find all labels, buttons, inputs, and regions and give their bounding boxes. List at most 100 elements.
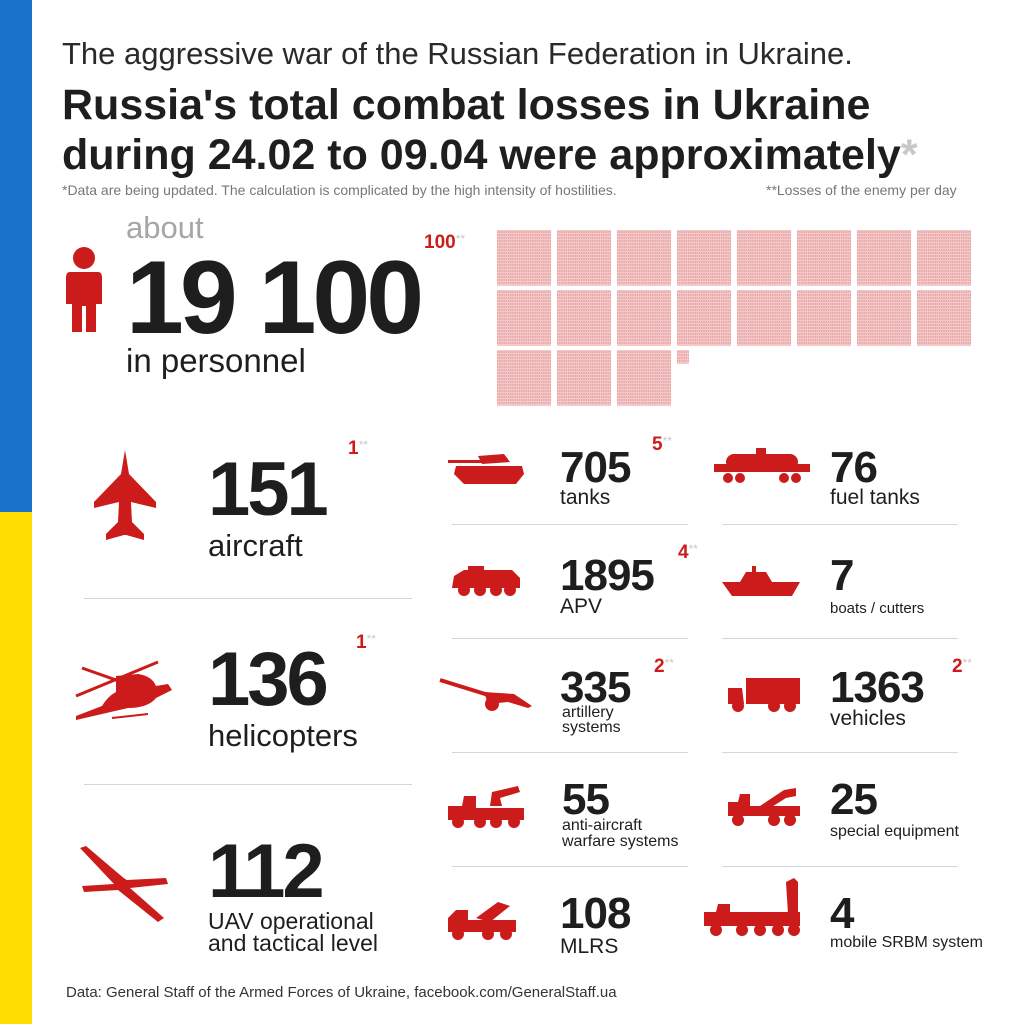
helicopter-icon bbox=[75, 660, 172, 720]
divider bbox=[452, 752, 688, 753]
mlrs-label: MLRS bbox=[560, 935, 619, 958]
soldier-icon bbox=[66, 247, 102, 332]
personnel-block bbox=[737, 290, 791, 346]
apv-label: APV bbox=[560, 595, 603, 618]
flag-stripe-blue bbox=[0, 0, 32, 512]
divider bbox=[722, 752, 958, 753]
divider bbox=[452, 866, 688, 867]
personnel-block bbox=[677, 290, 731, 346]
helicopters-daily-mark: ** bbox=[366, 632, 376, 646]
personnel-grid bbox=[497, 230, 971, 406]
personnel-daily-badge: 100** bbox=[424, 232, 465, 254]
fuel-tanks-count: 76 bbox=[830, 443, 878, 492]
apv-daily-mark: ** bbox=[688, 542, 698, 556]
helicopters-count: 136 bbox=[208, 637, 329, 722]
personnel-daily-value: 100 bbox=[424, 232, 456, 253]
tanks-daily-value: 5 bbox=[652, 434, 663, 455]
kicker-text: The aggressive war of the Russian Federa… bbox=[62, 36, 853, 71]
vehicles-daily-badge: 2** bbox=[952, 656, 972, 678]
boat-icon bbox=[722, 566, 800, 596]
special-equipment-icon bbox=[728, 788, 800, 826]
special-equipment-count: 25 bbox=[830, 775, 878, 824]
aircraft-daily-mark: ** bbox=[358, 438, 368, 452]
aircraft-daily-badge: 1** bbox=[348, 438, 368, 460]
personnel-block bbox=[557, 290, 611, 346]
anti-aircraft-label-line-1: anti-aircraft bbox=[562, 817, 643, 834]
personnel-block bbox=[677, 350, 689, 364]
apv-icon bbox=[452, 566, 520, 596]
mlrs-count: 108 bbox=[560, 889, 631, 938]
fighter-jet-icon bbox=[94, 450, 156, 540]
tank-icon bbox=[448, 454, 524, 484]
srbm-launcher-icon bbox=[704, 878, 800, 936]
mlrs-icon bbox=[448, 902, 516, 940]
vehicles-daily-value: 2 bbox=[952, 656, 963, 677]
headline: Russia's total combat losses in Ukraine … bbox=[62, 80, 1002, 180]
divider bbox=[452, 524, 688, 525]
personnel-block bbox=[857, 290, 911, 346]
aircraft-count: 151 bbox=[208, 447, 329, 532]
tanks-daily-mark: ** bbox=[662, 434, 672, 448]
personnel-block bbox=[917, 290, 971, 346]
vehicles-count: 1363 bbox=[830, 663, 925, 712]
daily-losses-note: **Losses of the enemy per day bbox=[766, 182, 957, 198]
headline-star: * bbox=[900, 131, 918, 179]
personnel-block bbox=[857, 230, 911, 286]
source-footer: Data: General Staff of the Armed Forces … bbox=[66, 984, 617, 1001]
personnel-block bbox=[497, 290, 551, 346]
aircraft-label: aircraft bbox=[208, 528, 303, 563]
helicopters-label: helicopters bbox=[208, 718, 358, 753]
drone-icon bbox=[80, 846, 168, 922]
divider bbox=[452, 638, 688, 639]
special-equipment-label: special equipment bbox=[830, 823, 959, 840]
artillery-daily-badge: 2** bbox=[654, 656, 674, 678]
headline-line-2: during 24.02 to 09.04 were approximately… bbox=[62, 130, 1002, 180]
personnel-label: in personnel bbox=[126, 342, 306, 379]
vehicles-label: vehicles bbox=[830, 707, 906, 730]
personnel-block bbox=[617, 350, 671, 406]
helicopters-daily-value: 1 bbox=[356, 632, 367, 653]
anti-aircraft-count: 55 bbox=[562, 775, 610, 824]
headline-line-2-text: during 24.02 to 09.04 were approximately bbox=[62, 131, 901, 179]
divider bbox=[84, 598, 412, 599]
data-update-note: *Data are being updated. The calculation… bbox=[62, 182, 617, 198]
srbm-count: 4 bbox=[830, 889, 855, 938]
personnel-block bbox=[497, 350, 551, 406]
uav-count: 112 bbox=[208, 829, 325, 914]
divider bbox=[722, 866, 958, 867]
fuel-tank-icon bbox=[714, 448, 810, 483]
headline-line-1: Russia's total combat losses in Ukraine bbox=[62, 81, 871, 129]
artillery-daily-value: 2 bbox=[654, 656, 665, 677]
tanks-count: 705 bbox=[560, 443, 631, 492]
aircraft-daily-value: 1 bbox=[348, 438, 359, 459]
apv-daily-badge: 4** bbox=[678, 542, 698, 564]
artillery-label-line-2: systems bbox=[562, 719, 621, 736]
uav-label-line-1: UAV operational bbox=[208, 908, 374, 934]
artillery-icon bbox=[439, 678, 532, 711]
apv-count: 1895 bbox=[560, 551, 655, 600]
personnel-block bbox=[797, 290, 851, 346]
tanks-label: tanks bbox=[560, 486, 611, 509]
personnel-block bbox=[677, 230, 731, 286]
personnel-count: 19 100 bbox=[126, 240, 424, 356]
truck-icon bbox=[728, 678, 800, 712]
divider bbox=[722, 638, 958, 639]
artillery-count: 335 bbox=[560, 663, 631, 712]
personnel-daily-mark: ** bbox=[455, 232, 466, 246]
personnel-block bbox=[797, 230, 851, 286]
boats-count: 7 bbox=[830, 551, 855, 600]
srbm-label: mobile SRBM system bbox=[830, 934, 983, 951]
divider bbox=[84, 784, 412, 785]
helicopters-daily-badge: 1** bbox=[356, 632, 376, 654]
uav-label-line-2: and tactical level bbox=[208, 930, 379, 956]
apv-daily-value: 4 bbox=[678, 542, 689, 563]
artillery-label-line-1: artillery bbox=[562, 704, 614, 721]
artillery-daily-mark: ** bbox=[664, 656, 674, 670]
fuel-tanks-label: fuel tanks bbox=[830, 486, 920, 509]
anti-aircraft-icon bbox=[448, 786, 524, 828]
personnel-block bbox=[617, 230, 671, 286]
tanks-daily-badge: 5** bbox=[652, 434, 672, 456]
divider bbox=[722, 524, 958, 525]
vehicles-daily-mark: ** bbox=[962, 656, 972, 670]
personnel-block bbox=[557, 350, 611, 406]
